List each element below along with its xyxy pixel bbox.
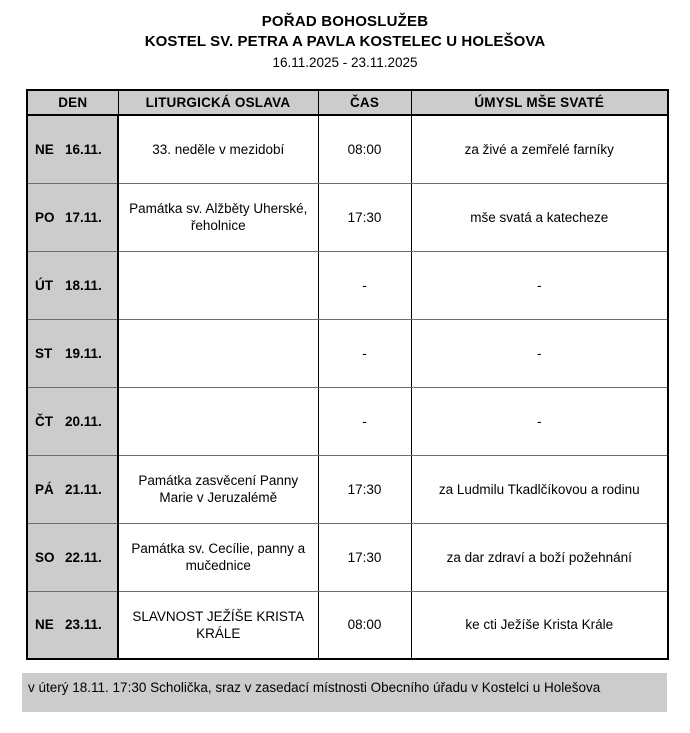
schedule-table-container: DEN LITURGICKÁ OSLAVA ČAS ÚMYSL MŠE SVAT… <box>26 89 669 660</box>
page-title-parish: KOSTEL SV. PETRA A PAVLA KOSTELEC U HOLE… <box>144 33 546 50</box>
cell-mass-intention: za dar zdraví a boží požehnání <box>411 523 668 592</box>
table-row: ČT 20.11. - - <box>27 387 668 456</box>
day-date: 21.11. <box>65 481 102 497</box>
cell-day: ST 19.11. <box>27 319 119 388</box>
cell-mass-intention: - <box>411 319 668 388</box>
cell-liturgical-celebration <box>118 251 319 320</box>
cell-liturgical-celebration: 33. neděle v mezidobí <box>118 115 319 184</box>
document-header: POŘAD BOHOSLUŽEB KOSTEL SV. PETRA A PAVL… <box>0 0 690 73</box>
cell-mass-intention: - <box>411 387 668 456</box>
cell-time: 08:00 <box>318 115 412 184</box>
cell-mass-intention: za živé a zemřelé farníky <box>411 115 668 184</box>
cell-day: NE 16.11. <box>27 115 119 184</box>
cell-mass-intention: mše svatá a katecheze <box>411 183 668 252</box>
day-abbreviation: NE <box>35 617 54 633</box>
day-date: 20.11. <box>65 413 102 429</box>
footer-note: v úterý 18.11. 17:30 Scholička, sraz v z… <box>22 673 667 712</box>
cell-liturgical-celebration <box>118 387 319 456</box>
day-date: 18.11. <box>65 277 102 293</box>
day-date: 17.11. <box>65 209 102 225</box>
table-row: ÚT 18.11. - - <box>27 251 668 320</box>
cell-mass-intention: - <box>411 251 668 320</box>
table-row: PO 17.11. Památka sv. Alžběty Uherské, řeh… <box>27 183 668 252</box>
cell-time: - <box>318 319 412 388</box>
day-date: 22.11. <box>65 549 102 565</box>
table-row: NE 16.11. 33. neděle v mezidobí 08:00 za živ… <box>27 115 668 184</box>
table-header: DEN LITURGICKÁ OSLAVA ČAS ÚMYSL MŠE SVAT… <box>27 90 668 116</box>
column-header-liturgicka-oslava: LITURGICKÁ OSLAVA <box>118 90 319 116</box>
cell-day: NE 23.11. <box>27 591 119 659</box>
day-date: 19.11. <box>65 345 102 361</box>
cell-day: SO 22.11. <box>27 523 119 592</box>
cell-liturgical-celebration: Památka sv. Alžběty Uherské, řeholnice <box>118 183 319 252</box>
day-abbreviation: NE <box>35 141 54 157</box>
cell-day: ČT 20.11. <box>27 387 119 456</box>
cell-mass-intention: ke cti Ježíše Krista Krále <box>411 591 668 659</box>
column-header-cas: ČAS <box>318 90 412 116</box>
cell-day: PO 17.11. <box>27 183 119 252</box>
day-abbreviation: ÚT <box>35 277 53 293</box>
cell-mass-intention: za Ludmilu Tkadlčíkovou a rodinu <box>411 455 668 524</box>
cell-day: PÁ 21.11. <box>27 455 119 524</box>
cell-time: 17:30 <box>318 455 412 524</box>
column-header-umysl-mse-svate: ÚMYSL MŠE SVATÉ <box>411 90 668 116</box>
column-header-den: DEN <box>27 90 119 116</box>
table-row: NE 23.11. SLAVNOST JEŽÍŠE KRISTA KRÁLE 08:0… <box>27 591 668 659</box>
day-date: 23.11. <box>65 617 102 633</box>
day-abbreviation: PO <box>35 209 55 225</box>
cell-time: 17:30 <box>318 183 412 252</box>
cell-time: 08:00 <box>318 591 412 659</box>
cell-time: 17:30 <box>318 523 412 592</box>
cell-time: - <box>318 387 412 456</box>
table-row: ST 19.11. - - <box>27 319 668 388</box>
table-row: PÁ 21.11. Památka zasvěcení Panny Marie v … <box>27 455 668 524</box>
day-date: 16.11. <box>65 141 102 157</box>
day-abbreviation: ČT <box>35 413 53 429</box>
day-abbreviation: PÁ <box>35 481 54 497</box>
table-body: NE 16.11. 33. neděle v mezidobí 08:00 za živ… <box>27 115 668 659</box>
cell-liturgical-celebration: SLAVNOST JEŽÍŠE KRISTA KRÁLE <box>118 591 319 659</box>
cell-liturgical-celebration: Památka zasvěcení Panny Marie v Jeruzalé… <box>118 455 319 524</box>
table-header-row: DEN LITURGICKÁ OSLAVA ČAS ÚMYSL MŠE SVAT… <box>27 90 668 116</box>
cell-liturgical-celebration: Památka sv. Cecílie, panny a mučednice <box>118 523 319 592</box>
cell-time: - <box>318 251 412 320</box>
cell-day: ÚT 18.11. <box>27 251 119 320</box>
table-row: SO 22.11. Památka sv. Cecílie, panny a muč… <box>27 523 668 592</box>
date-range-subtitle: 16.11.2025 - 23.11.2025 <box>272 55 418 70</box>
cell-liturgical-celebration <box>118 319 319 388</box>
mass-schedule-table: DEN LITURGICKÁ OSLAVA ČAS ÚMYSL MŠE SVAT… <box>26 89 669 660</box>
page-title-primary: POŘAD BOHOSLUŽEB <box>261 13 429 30</box>
day-abbreviation: ST <box>35 345 53 361</box>
day-abbreviation: SO <box>35 549 55 565</box>
